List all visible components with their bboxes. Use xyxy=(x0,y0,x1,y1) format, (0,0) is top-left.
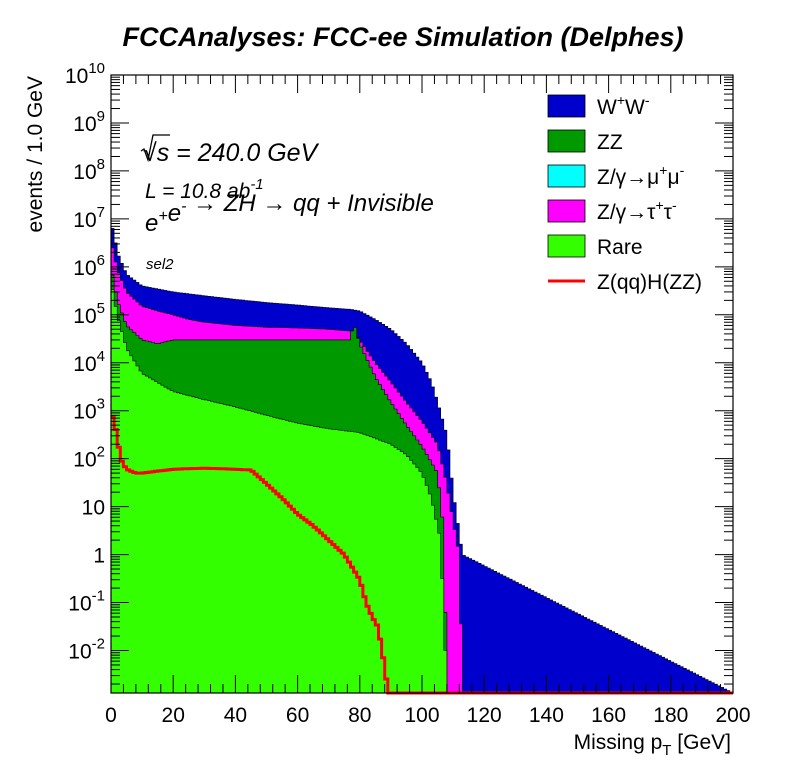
annotation-lumi: L = 10.8 ab-1 xyxy=(145,176,264,203)
legend-label-zz: ZZ xyxy=(597,131,623,154)
x-tick-label: 60 xyxy=(286,704,309,727)
y-tick-label: 10 xyxy=(82,497,105,520)
x-tick-label: 100 xyxy=(404,704,439,727)
legend-swatch-z xyxy=(547,164,586,188)
sqrt-sign xyxy=(140,134,170,163)
x-tick-label: 20 xyxy=(162,704,185,727)
x-tick-label: 0 xyxy=(105,704,117,727)
x-tick-label: 200 xyxy=(715,704,750,727)
y-axis-title: events / 1.0 GeV xyxy=(24,76,47,232)
y-tick-label: 10-2 xyxy=(68,636,105,664)
legend-swatch-z xyxy=(547,199,586,223)
x-tick-label: 160 xyxy=(591,704,626,727)
legend-label-z: Z/γ→τ+τ- xyxy=(597,197,677,224)
x-tick-label: 40 xyxy=(224,704,247,727)
legend: W+W- ZZ Z/γ→μ+μ- Z/γ→τ+τ- Rare Z(qq)H(ZZ) xyxy=(547,92,702,294)
y-tick-label: 1 xyxy=(93,545,105,568)
legend-swatch-rare xyxy=(547,234,586,258)
x-tick-label: 180 xyxy=(653,704,688,727)
legend-swatch-zz xyxy=(547,129,586,153)
annotation-sqrt-s: √s = 240.0 GeV xyxy=(143,139,320,167)
legend-label-z: Z/γ→μ+μ- xyxy=(597,162,685,189)
x-tick-label: 120 xyxy=(467,704,502,727)
legend-label-rare: Rare xyxy=(597,236,643,259)
y-tick-label: 104 xyxy=(73,348,105,376)
legend-swatch-w-w xyxy=(547,94,586,118)
legend-label-z-qq-h-zz: Z(qq)H(ZZ) xyxy=(597,271,702,294)
x-tick-label: 80 xyxy=(348,704,371,727)
annotation-selection: sel2 xyxy=(146,256,174,273)
stacked-areas xyxy=(110,228,734,694)
legend-label-w-w: W+W- xyxy=(597,92,650,119)
x-axis: 0 20 40 60 80 100 120 140 160 180 200 xyxy=(105,75,751,727)
x-tick-label: 140 xyxy=(529,704,564,727)
chart-title: FCCAnalyses: FCC-ee Simulation (Delphes) xyxy=(122,22,683,52)
